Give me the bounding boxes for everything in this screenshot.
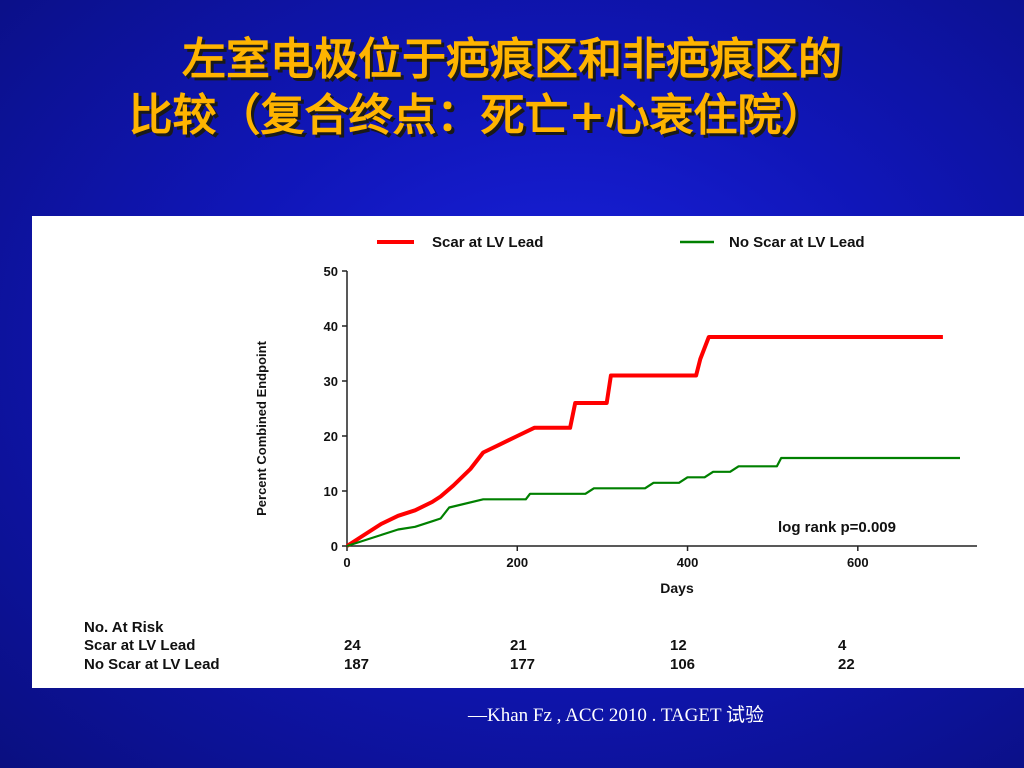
y-tick-label: 30 xyxy=(324,374,338,389)
log-rank-annotation: log rank p=0.009 xyxy=(778,519,896,536)
x-tick-label: 200 xyxy=(506,555,528,570)
title-line-1: 左室电极位于疤痕区和非疤痕区的 xyxy=(182,34,842,85)
y-tick-label: 0 xyxy=(331,539,338,554)
series-line-no-scar xyxy=(346,456,960,548)
legend-label: Scar at LV Lead xyxy=(432,234,543,251)
title-line-2: 比较（复合终点：死亡+心衰住院） xyxy=(128,90,826,141)
x-tick-label: 0 xyxy=(343,555,350,570)
y-tick-label: 10 xyxy=(324,484,338,499)
x-tick-label: 400 xyxy=(677,555,699,570)
slide-title: 左室电极位于疤痕区和非疤痕区的 比较（复合终点：死亡+心衰住院） xyxy=(0,32,1024,144)
kaplan-meier-chart: 0 10 20 30 40 50 0 200 400 600 Days Percent Combine… xyxy=(254,234,977,596)
x-tick-label: 600 xyxy=(847,555,869,570)
y-axis-label: Percent Combined Endpoint xyxy=(254,340,269,515)
source-citation: —Khan Fz , ACC 2010 . TAGET 试验 xyxy=(468,705,764,726)
y-tick-label: 50 xyxy=(324,264,338,279)
y-tick-label: 40 xyxy=(324,319,338,334)
y-tick-label: 20 xyxy=(324,429,338,444)
series-line-scar xyxy=(345,335,943,548)
x-axis-label: Days xyxy=(660,580,694,596)
legend-label: No Scar at LV Lead xyxy=(729,234,865,251)
chart-panel: 0 10 20 30 40 50 0 200 400 600 Days Percent Combine… xyxy=(32,216,1024,688)
